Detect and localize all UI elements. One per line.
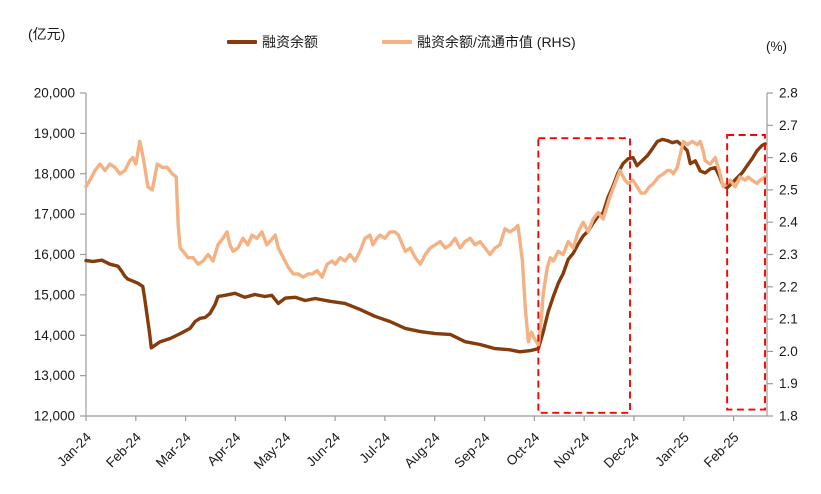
x-axis-tick-label: Nov-24	[551, 429, 593, 471]
y-axis-right-tick-label: 1.9	[779, 376, 798, 391]
y-axis-right-tick-label: 2.1	[779, 312, 798, 327]
y-axis-left-tick-label: 16,000	[34, 247, 75, 262]
y-axis-right-tick-label: 2.5	[779, 182, 798, 197]
y-axis-right-tick-label: 1.8	[779, 409, 798, 424]
x-axis-tick-label: Aug-24	[401, 429, 443, 471]
x-axis-tick-label: Jun-24	[303, 429, 343, 469]
x-axis-tick-label: Feb-24	[103, 429, 144, 470]
y-axis-left-tick-label: 14,000	[34, 328, 75, 343]
right-axis-unit-label: (%)	[766, 39, 787, 54]
x-axis-tick-label: Feb-25	[701, 430, 742, 471]
legend-item-margin-balance: 融资余额	[227, 32, 318, 52]
highlight-box	[726, 134, 766, 411]
legend: 融资余额 融资余额/流通市值 (RHS)	[227, 32, 576, 52]
y-axis-right-tick-label: 2.8	[779, 86, 798, 101]
legend-swatch-margin-balance	[227, 40, 257, 44]
series-line-margin-balance	[84, 137, 767, 354]
x-axis-tick-label: Sep-24	[451, 429, 493, 471]
x-axis-tick-label: Mar-24	[153, 429, 194, 470]
y-axis-right-tick-label: 2.3	[779, 247, 798, 262]
x-axis-tick-label: Jan-24	[54, 429, 94, 469]
y-axis-right-tick-label: 2.0	[779, 344, 798, 359]
legend-label-margin-ratio: 融资余额/流通市值 (RHS)	[417, 34, 576, 50]
y-axis-left-tick-label: 12,000	[34, 409, 75, 424]
y-axis-left-tick-label: 18,000	[34, 166, 75, 181]
y-axis-right-tick-label: 2.7	[779, 118, 798, 133]
y-axis-right-tick-label: 2.2	[779, 279, 798, 294]
x-axis-tick-label: Dec-24	[601, 429, 643, 471]
x-axis-tick-label: Apr-24	[204, 429, 244, 469]
x-axis-tick-label: Jul-24	[356, 429, 393, 466]
y-axis-left-tick-label: 17,000	[34, 207, 75, 222]
series-line-margin-ratio	[84, 139, 767, 347]
x-axis-tick-label: Jan-25	[652, 430, 692, 470]
y-axis-left-tick-label: 19,000	[34, 126, 75, 141]
y-axis-right-tick-label: 2.4	[779, 215, 798, 230]
x-axis-tick-label: May-24	[251, 429, 294, 472]
x-axis-tick-label: Oct-24	[503, 429, 543, 469]
legend-item-margin-ratio: 融资余额/流通市值 (RHS)	[382, 32, 576, 52]
legend-swatch-margin-ratio	[382, 40, 412, 44]
y-axis-left-tick-label: 13,000	[34, 368, 75, 383]
y-axis-right-tick-label: 2.6	[779, 150, 798, 165]
y-axis-left-tick-label: 15,000	[34, 287, 75, 302]
legend-label-margin-balance: 融资余额	[262, 34, 318, 50]
left-axis-unit-label: (亿元)	[28, 26, 66, 42]
y-axis-left-tick-label: 20,000	[34, 86, 75, 101]
